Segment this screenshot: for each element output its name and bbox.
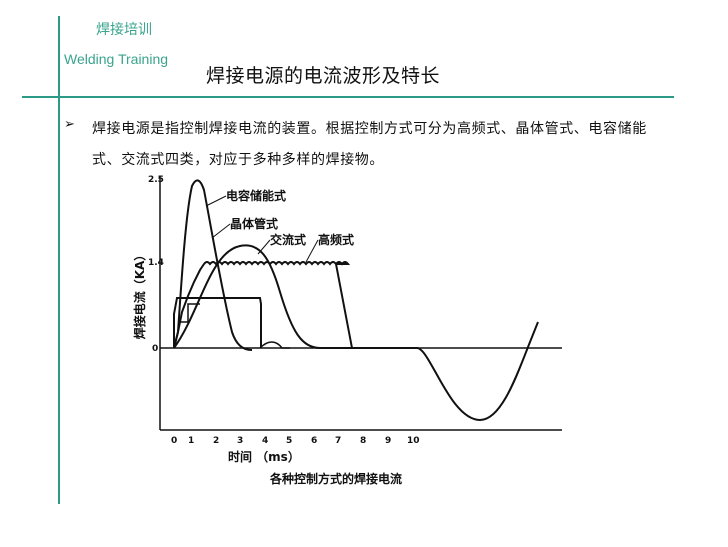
curve-transistor <box>173 297 262 348</box>
waveform-svg: 2.5 1.4 0 0 1 2 3 4 5 6 7 8 9 10 焊接电流（KA… <box>132 175 562 486</box>
brand-chinese: 焊接培训 <box>96 22 152 38</box>
label-high-frequency: 高频式 <box>318 232 354 247</box>
leader-capacitor <box>205 195 227 207</box>
curve-transistor-step <box>178 303 200 323</box>
y-tick-label: 0 <box>152 344 158 354</box>
header-divider <box>22 96 674 98</box>
arrow-bullet-icon: ➢ <box>64 117 75 132</box>
x-tick-label: 8 <box>360 436 366 446</box>
label-capacitor: 电容储能式 <box>226 188 286 203</box>
x-tick-label: 9 <box>385 436 391 446</box>
y-tick-label: 1.4 <box>148 258 164 268</box>
x-tick-label: 10 <box>407 436 420 446</box>
x-tick-label: 7 <box>335 436 341 446</box>
x-tick-label: 2 <box>213 436 219 446</box>
label-ac: 交流式 <box>270 232 306 247</box>
x-tick-label: 6 <box>311 436 317 446</box>
x-tick-label: 0 <box>171 436 177 446</box>
x-tick-label: 1 <box>188 436 194 446</box>
slide-title: 焊接电源的电流波形及特长 <box>206 65 441 87</box>
x-tick-label: 3 <box>237 436 243 446</box>
leader-transistor <box>211 223 231 239</box>
x-tick-label: 5 <box>286 436 292 446</box>
label-transistor: 晶体管式 <box>230 216 278 231</box>
x-axis-title: 时间 （ms） <box>228 449 300 464</box>
figure-caption: 各种控制方式的焊接电流 <box>269 471 402 486</box>
curve-ac <box>173 244 539 422</box>
curve-high-frequency <box>173 261 353 349</box>
curve-capacitor <box>173 179 253 351</box>
brand-english: Welding Training <box>64 51 169 67</box>
curve-tail <box>259 341 290 349</box>
leader-ac <box>257 239 271 255</box>
left-accent-rule <box>58 16 60 504</box>
waveform-figure: 2.5 1.4 0 0 1 2 3 4 5 6 7 8 9 10 焊接电流（KA… <box>130 172 570 492</box>
x-tick-label: 4 <box>262 436 268 446</box>
y-axis-title: 焊接电流（KA） <box>132 249 147 340</box>
leader-high-frequency <box>305 239 319 263</box>
y-tick-label: 2.5 <box>148 175 164 185</box>
bullet-paragraph: 焊接电源是指控制焊接电流的装置。根据控制方式可分为高频式、晶体管式、电容储能式、… <box>92 121 647 168</box>
